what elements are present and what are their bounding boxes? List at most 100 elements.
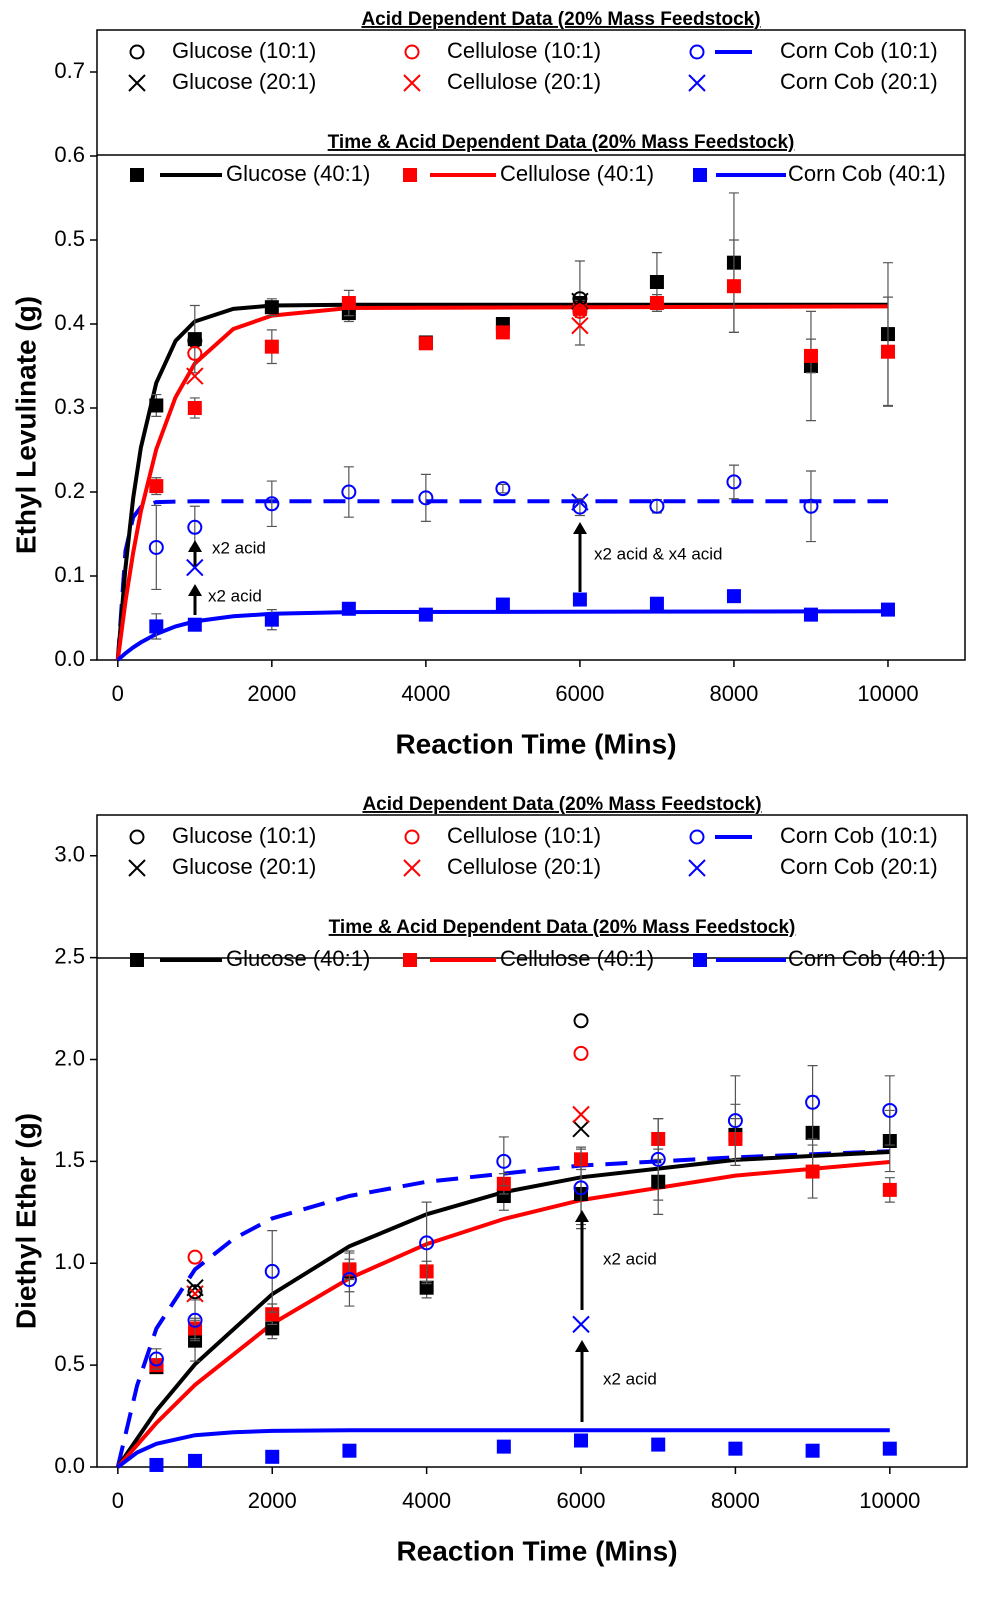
legend-label: Cellulose (20:1) xyxy=(447,69,601,94)
legend-label: Cellulose (10:1) xyxy=(447,38,601,63)
error-bar xyxy=(420,473,431,522)
data-point xyxy=(418,607,433,622)
data-point xyxy=(187,1284,203,1300)
error-bar xyxy=(190,1299,201,1342)
fit-line xyxy=(116,1428,890,1469)
x-tick-label: 0 xyxy=(112,681,124,706)
data-point xyxy=(803,498,819,514)
data-point xyxy=(186,558,204,577)
data-point xyxy=(495,325,510,340)
legend-label: Cellulose (40:1) xyxy=(500,161,654,186)
data-point xyxy=(572,499,588,515)
data-point xyxy=(805,1094,821,1110)
annotation-arrowhead xyxy=(575,1340,589,1352)
data-point xyxy=(728,1441,743,1456)
legend-marker xyxy=(128,859,146,877)
annotation: x2 acid xyxy=(208,586,262,605)
y-tick-label: 0.1 xyxy=(54,562,85,587)
error-bar xyxy=(267,1230,278,1313)
annotation-arrowhead xyxy=(188,540,202,552)
x-tick-label: 2000 xyxy=(248,1488,297,1513)
data-point xyxy=(187,401,202,415)
y-tick-label: 0.6 xyxy=(54,142,85,167)
data-point xyxy=(187,1249,203,1265)
plot-frame xyxy=(96,814,968,1468)
data-point xyxy=(187,345,203,361)
data-point xyxy=(496,1439,511,1454)
legend-label: Cellulose (20:1) xyxy=(447,854,601,879)
x-tick-label: 2000 xyxy=(247,681,296,706)
data-point xyxy=(148,539,164,555)
data-point xyxy=(572,1105,590,1124)
data-point xyxy=(418,490,434,506)
data-point xyxy=(264,339,279,354)
legend-title: Acid Dependent Data (20% Mass Feedstock) xyxy=(361,9,760,30)
data-point xyxy=(803,607,818,622)
x-tick-label: 6000 xyxy=(557,1488,606,1513)
legend-marker xyxy=(403,859,421,877)
fit-line xyxy=(116,609,889,662)
error-bar xyxy=(497,483,508,494)
data-point xyxy=(573,1013,589,1029)
annotation: x2 acid xyxy=(603,1249,657,1268)
data-point xyxy=(805,1443,820,1458)
data-point xyxy=(880,344,895,359)
data-point xyxy=(187,617,202,632)
data-point xyxy=(264,300,279,315)
legend-marker xyxy=(403,953,417,967)
data-point xyxy=(882,1441,897,1456)
legend-label: Glucose (10:1) xyxy=(172,823,316,848)
legend-marker xyxy=(689,829,705,845)
legend-label: Glucose (40:1) xyxy=(226,946,370,971)
x-axis-title: Reaction Time (Mins) xyxy=(395,728,676,759)
data-point xyxy=(149,1457,164,1472)
data-point xyxy=(650,1151,666,1167)
error-bar xyxy=(421,1201,432,1285)
error-bar xyxy=(884,1075,895,1146)
annotation-arrowhead xyxy=(573,522,587,534)
legend-marker xyxy=(404,44,420,60)
data-point xyxy=(803,348,818,363)
error-bar xyxy=(653,1117,664,1201)
data-point xyxy=(573,1045,589,1061)
fit-line xyxy=(115,304,889,661)
annotation: x2 acid xyxy=(212,538,266,557)
error-bar xyxy=(151,504,162,591)
data-point xyxy=(148,1351,164,1367)
legend-label: Corn Cob (40:1) xyxy=(788,946,946,971)
annotation: x2 acid xyxy=(603,1369,657,1388)
y-tick-label: 0.5 xyxy=(54,1351,85,1376)
legend-label: Cellulose (40:1) xyxy=(500,946,654,971)
y-tick-label: 0.0 xyxy=(54,1453,85,1478)
error-bar xyxy=(343,466,354,518)
fit-line xyxy=(115,499,888,661)
fit-line xyxy=(115,1149,890,1468)
data-point xyxy=(342,1443,357,1458)
y-tick-label: 2.5 xyxy=(54,943,85,968)
data-point xyxy=(496,1189,511,1204)
legend-marker xyxy=(404,829,420,845)
data-point xyxy=(882,1102,898,1118)
error-bar xyxy=(498,1136,509,1187)
legend-marker xyxy=(403,168,417,182)
error-bar xyxy=(344,1252,355,1307)
annotation-arrowhead xyxy=(188,584,202,596)
error-bar xyxy=(728,464,739,500)
legend-marker xyxy=(693,168,707,182)
x-tick-label: 4000 xyxy=(402,1488,451,1513)
data-point xyxy=(341,601,356,616)
error-bar xyxy=(807,1065,818,1140)
data-point xyxy=(265,1449,280,1464)
data-point xyxy=(649,498,665,514)
data-point xyxy=(805,1164,820,1179)
data-point xyxy=(649,275,664,289)
plot-frame xyxy=(96,29,966,661)
y-tick-label: 2.0 xyxy=(54,1045,85,1070)
x-tick-label: 6000 xyxy=(555,681,604,706)
y-axis-title: Ethyl Levulinate (g) xyxy=(10,296,41,554)
data-point xyxy=(651,1437,666,1452)
data-point xyxy=(572,303,588,319)
data-point xyxy=(496,1153,512,1169)
data-point xyxy=(265,1307,280,1322)
